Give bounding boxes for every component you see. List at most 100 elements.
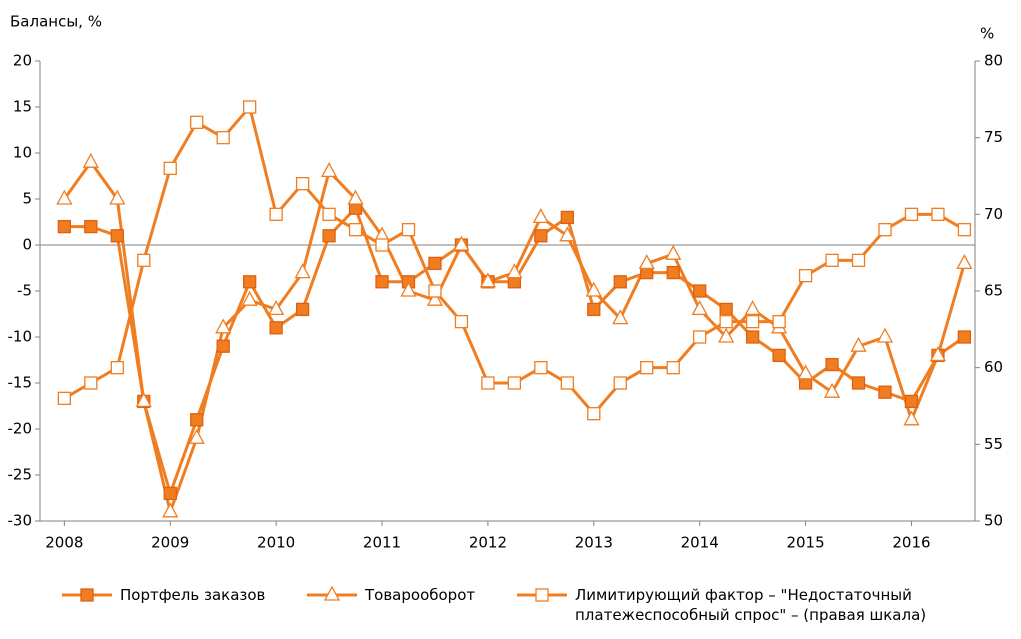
x-tick-label: 2013 [575, 534, 613, 552]
y-axis-title: Балансы, % [10, 13, 102, 31]
marker [80, 588, 94, 602]
marker [560, 210, 574, 225]
marker [401, 223, 416, 237]
marker [109, 189, 126, 205]
marker [57, 391, 72, 405]
marker [878, 223, 892, 237]
y-tick-label: 20 [13, 52, 32, 70]
marker [638, 254, 655, 270]
marker [243, 275, 257, 289]
marker [613, 376, 627, 390]
series-line [63, 159, 966, 518]
marker [559, 226, 576, 242]
marker [163, 486, 177, 501]
x-tick-label: 2015 [786, 534, 824, 552]
marker [693, 330, 707, 344]
marker [535, 588, 549, 602]
y2-axis-title: % [980, 25, 994, 43]
y-tick-label: 5 [22, 190, 32, 208]
y-tick-label: -20 [8, 420, 33, 438]
marker [323, 585, 341, 601]
marker [348, 223, 363, 237]
marker [876, 327, 894, 343]
marker [585, 281, 602, 297]
marker [719, 302, 733, 317]
marker [453, 235, 470, 251]
marker [665, 244, 682, 260]
marker [84, 219, 98, 234]
marker [215, 318, 232, 334]
y2-tick-label: 60 [984, 358, 1003, 376]
marker [269, 321, 283, 335]
marker [956, 254, 973, 270]
marker [587, 407, 601, 421]
marker [320, 162, 338, 178]
y-tick-label: 0 [22, 236, 32, 254]
y-tick-label: 15 [13, 98, 32, 116]
marker [612, 309, 629, 325]
marker [268, 300, 285, 316]
marker [295, 302, 310, 317]
marker [163, 161, 177, 175]
marker [904, 394, 919, 409]
marker [137, 253, 151, 267]
marker [745, 330, 760, 344]
x-tick-label: 2010 [257, 534, 295, 552]
marker [188, 428, 205, 444]
legend-swatch [517, 588, 567, 602]
marker [931, 207, 945, 221]
marker [347, 189, 364, 205]
marker [957, 330, 972, 344]
marker [428, 256, 442, 271]
marker [241, 290, 258, 306]
marker [216, 131, 230, 145]
marker [82, 152, 99, 168]
marker [745, 315, 760, 329]
marker [640, 361, 654, 375]
marker [532, 208, 549, 224]
marker [57, 219, 72, 234]
y2-tick-label: 70 [984, 205, 1003, 223]
legend-item: Портфель заказов [60, 585, 265, 605]
marker [216, 339, 230, 353]
marker [294, 263, 311, 279]
x-tick-label: 2012 [469, 534, 507, 552]
marker [878, 385, 892, 399]
x-tick-label: 2011 [363, 534, 401, 552]
marker [693, 284, 707, 298]
marker [850, 336, 867, 352]
marker [744, 300, 761, 316]
marker [56, 189, 73, 205]
marker [110, 361, 124, 375]
marker [929, 346, 947, 362]
y-tick-label: -15 [8, 374, 33, 392]
marker [823, 382, 841, 398]
marker [506, 263, 523, 279]
legend-item: Товарооборот [305, 585, 475, 605]
marker [110, 229, 124, 243]
marker [613, 275, 627, 289]
marker [797, 364, 814, 380]
marker [957, 223, 972, 237]
marker [507, 376, 522, 390]
y-tick-label: -5 [17, 282, 32, 300]
legend-label: Портфель заказов [120, 586, 266, 604]
marker [534, 229, 548, 243]
marker [426, 290, 444, 306]
marker [719, 315, 733, 329]
marker [691, 300, 708, 316]
marker [84, 376, 98, 390]
marker [798, 269, 813, 283]
marker [269, 207, 283, 221]
y2-tick-label: 55 [984, 435, 1003, 453]
marker [135, 392, 152, 408]
marker [295, 177, 310, 191]
marker [375, 275, 389, 289]
y2-tick-label: 65 [984, 282, 1003, 300]
marker [428, 284, 442, 298]
marker [851, 253, 866, 267]
y2-tick-label: 50 [984, 512, 1003, 530]
marker [772, 315, 786, 329]
